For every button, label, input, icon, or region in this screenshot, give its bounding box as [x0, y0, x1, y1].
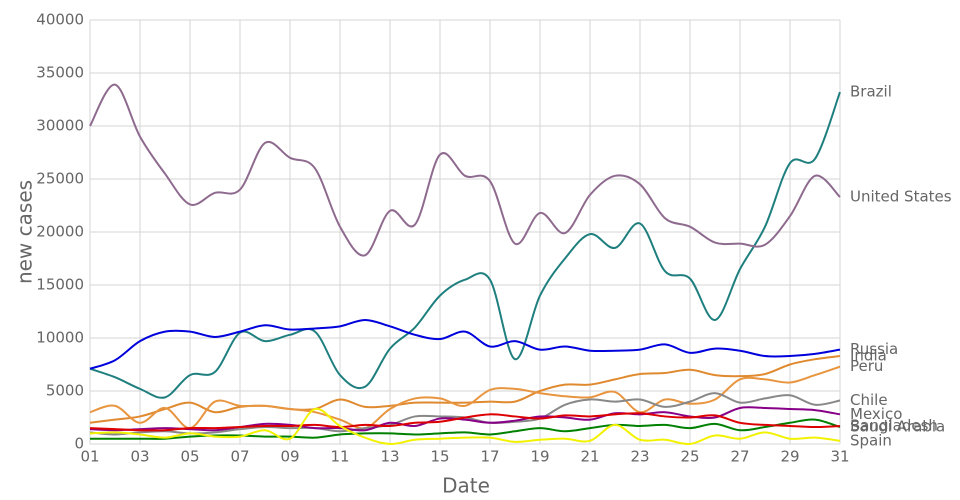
series-line	[89, 412, 841, 432]
series-line	[90, 418, 841, 440]
y-tick-label: 0	[74, 435, 84, 453]
legend-label: Bangladesh	[850, 416, 938, 434]
series-line	[89, 355, 841, 424]
x-tick-label: 29	[780, 448, 799, 466]
legend-label: India	[850, 347, 887, 365]
labels: 0 5000 10000 15000 20000 25000 30000 35000 40000…	[36, 11, 951, 466]
y-tick-label: 15000	[36, 276, 84, 294]
legend-label: Chile	[850, 391, 888, 409]
y-tick-label: 40000	[36, 11, 84, 29]
x-tick-label: 03	[130, 448, 149, 466]
legend-label: Mexico	[850, 405, 902, 423]
x-tick-label: 27	[730, 448, 749, 466]
y-tick-label: 20000	[36, 223, 84, 241]
series-line	[89, 365, 841, 430]
legend-label: Russia	[850, 340, 898, 358]
series-line	[89, 407, 841, 446]
x-tick-label: 13	[380, 448, 399, 466]
series-line	[89, 91, 841, 399]
legend-label: Spain	[850, 431, 892, 449]
legend-label: Brazil	[850, 83, 892, 101]
x-tick-label: 17	[480, 448, 499, 466]
x-tick-label: 11	[330, 448, 349, 466]
x-tick-label: 23	[630, 448, 649, 466]
x-tick-label: 01	[80, 448, 99, 466]
y-tick-label: 35000	[36, 64, 84, 82]
x-tick-label: 25	[680, 448, 699, 466]
series-line	[89, 83, 841, 257]
y-tick-label: 10000	[36, 329, 84, 347]
series-line	[89, 406, 841, 432]
x-axis-title: Date	[442, 474, 490, 498]
x-tick-label: 15	[430, 448, 449, 466]
legend-label: Saudi Arabia	[850, 418, 945, 436]
x-tick-label: 19	[530, 448, 549, 466]
y-tick-label: 30000	[36, 117, 84, 135]
x-tick-label: 21	[580, 448, 599, 466]
series-line	[89, 318, 841, 370]
y-tick-label: 25000	[36, 170, 84, 188]
x-tick-label: 07	[230, 448, 249, 466]
legend-label: Peru	[850, 357, 883, 375]
y-axis-title: new cases	[13, 180, 37, 284]
y-tick-label: 5000	[46, 382, 84, 400]
legend-label: United States	[850, 188, 952, 206]
x-tick-label: 05	[180, 448, 199, 466]
grid	[89, 19, 841, 445]
lines	[89, 83, 841, 446]
x-tick-label: 09	[280, 448, 299, 466]
x-tick-label: 31	[830, 448, 849, 466]
